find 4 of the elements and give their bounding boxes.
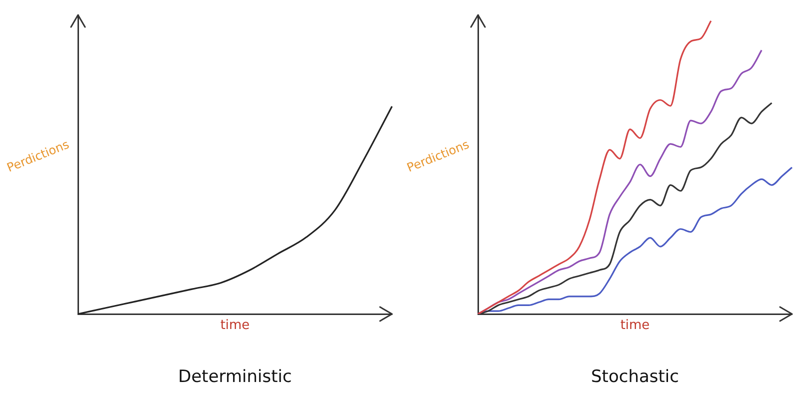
text: Deterministic [178,367,292,388]
x-axis-title: time [620,318,650,334]
x-axis-title: time [220,318,250,334]
text: Stochastic [591,367,679,388]
